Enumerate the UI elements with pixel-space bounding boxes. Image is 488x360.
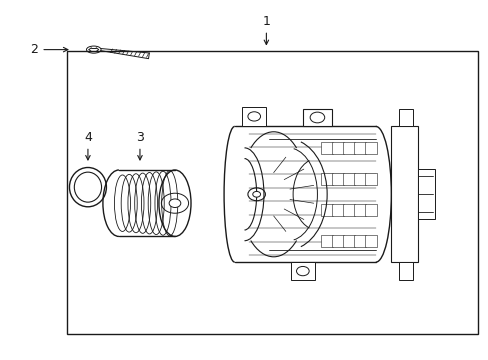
Bar [343, 235, 354, 247]
Circle shape [169, 199, 181, 207]
Bar [353, 235, 365, 247]
Bar [365, 143, 376, 154]
Bar [365, 204, 376, 216]
Circle shape [252, 192, 260, 197]
Bar [365, 174, 376, 185]
Bar [302, 109, 331, 126]
Bar [321, 174, 332, 185]
Bar [242, 107, 266, 126]
Bar [343, 174, 354, 185]
Bar [398, 109, 412, 126]
Bar [417, 169, 434, 219]
Text: 1: 1 [262, 14, 270, 45]
Text: 2: 2 [30, 43, 68, 56]
Bar [343, 204, 354, 216]
Bar [331, 235, 343, 247]
Bar [353, 174, 365, 185]
Bar [67, 51, 477, 334]
Text: 3: 3 [136, 131, 143, 160]
Bar [353, 204, 365, 216]
Bar [321, 204, 332, 216]
Bar [398, 262, 412, 280]
Bar [321, 143, 332, 154]
Bar [290, 262, 314, 280]
Bar [365, 235, 376, 247]
Bar [331, 174, 343, 185]
Bar [343, 143, 354, 154]
Bar [331, 204, 343, 216]
Bar [353, 143, 365, 154]
Bar [321, 235, 332, 247]
Bar [331, 143, 343, 154]
Bar [390, 126, 417, 262]
Text: 4: 4 [84, 131, 92, 160]
